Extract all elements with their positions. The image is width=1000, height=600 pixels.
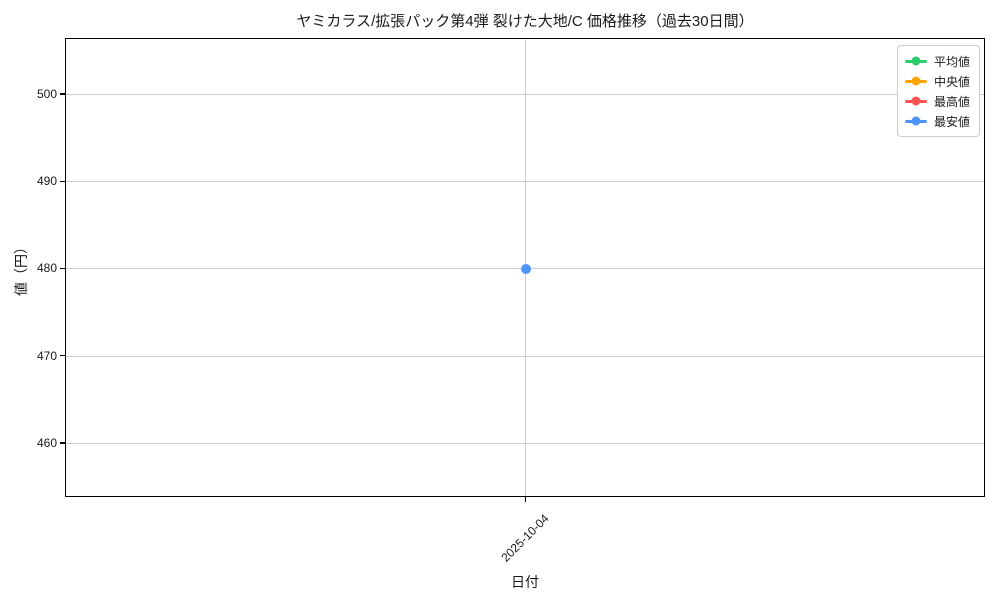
- legend-item-max: 最高値: [904, 91, 970, 111]
- legend-item-label: 中央値: [933, 74, 970, 89]
- chart-title: ヤミカラス/拡張パック第4弾 裂けた大地/C 価格推移（過去30日間）: [296, 13, 754, 30]
- x-axis-label: 日付: [511, 574, 539, 590]
- x-tick-mark: [524, 497, 526, 502]
- legend-marker-min-icon: [904, 116, 927, 126]
- legend-item-median: 中央値: [904, 71, 970, 91]
- y-tick-mark: [60, 267, 65, 270]
- legend-marker-max-icon: [904, 96, 927, 106]
- y-tick-label: 490: [36, 174, 57, 189]
- x-tick-label: 2025-10-04: [498, 511, 552, 565]
- legend-dot-min-icon: [911, 116, 921, 126]
- y-tick-mark: [60, 355, 65, 357]
- legend-item-label: 最安値: [933, 114, 970, 129]
- y-tick-mark: [60, 93, 65, 95]
- y-tick-mark: [60, 180, 65, 182]
- legend-item-mean: 平均値: [904, 51, 970, 71]
- y-tick-label: 500: [36, 86, 57, 101]
- legend-dot-median-icon: [911, 76, 921, 86]
- legend-dot-mean-icon: [911, 56, 921, 66]
- y-tick-label: 460: [36, 435, 57, 450]
- legend-marker-median-icon: [904, 76, 927, 86]
- y-tick-mark: [60, 442, 65, 444]
- y-tick-label: 480: [36, 261, 57, 276]
- y-axis-label: 値（円）: [13, 240, 29, 296]
- legend-item-min: 最安値: [904, 111, 970, 131]
- plot-area: 平均値中央値最高値最安値: [65, 38, 985, 497]
- legend: 平均値中央値最高値最安値: [896, 45, 980, 137]
- legend-dot-max-icon: [911, 96, 921, 106]
- legend-item-label: 平均値: [933, 54, 970, 69]
- legend-marker-mean-icon: [904, 56, 927, 66]
- data-point-min: [521, 264, 531, 275]
- legend-item-label: 最高値: [933, 94, 970, 109]
- y-tick-label: 470: [36, 348, 57, 363]
